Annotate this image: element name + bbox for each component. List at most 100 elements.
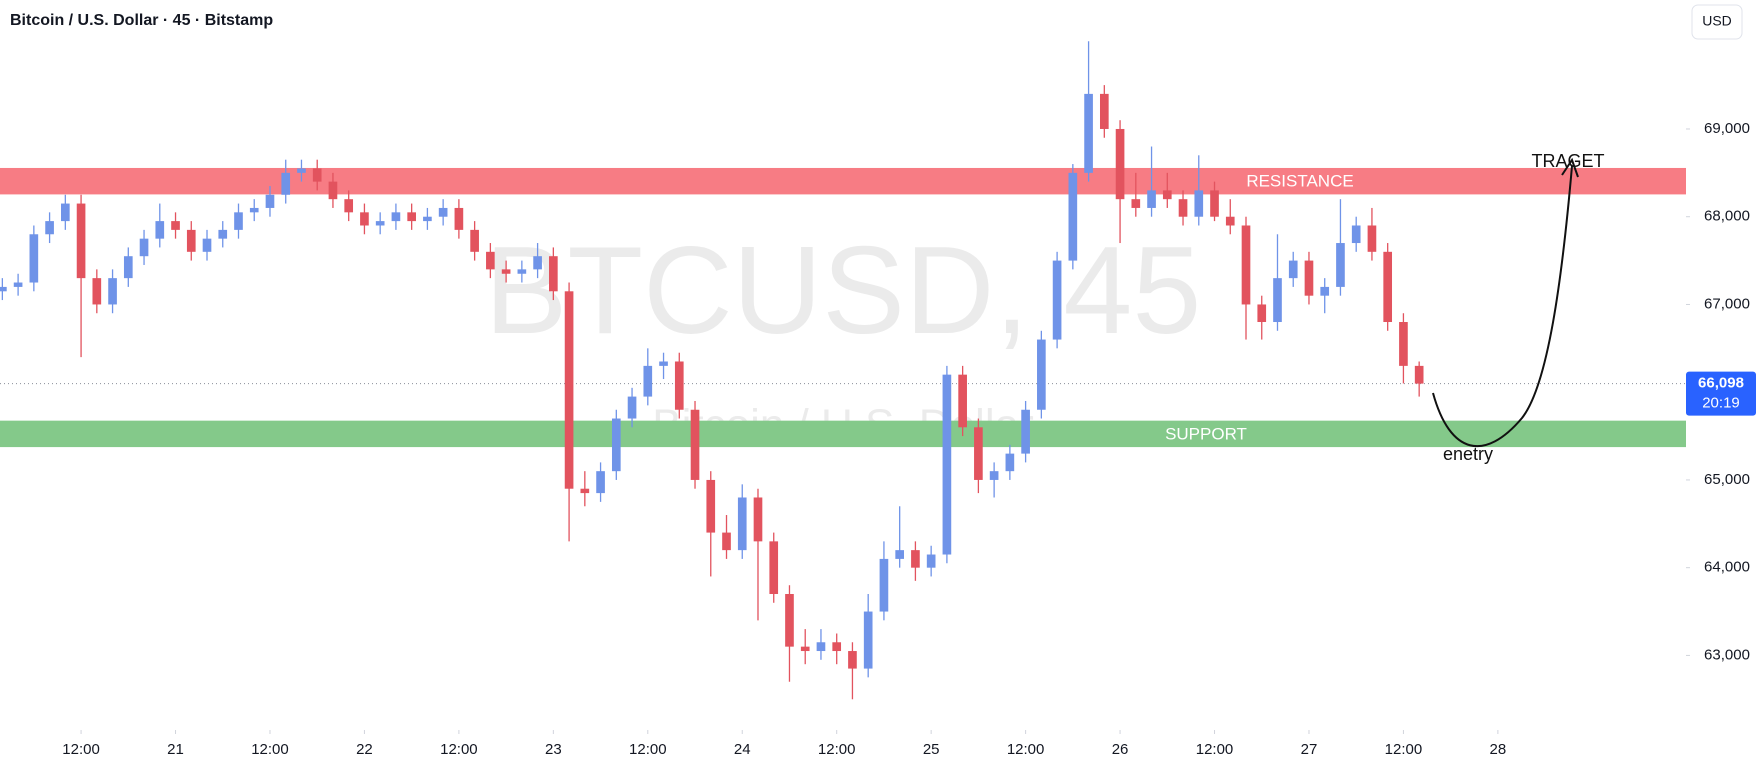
candle-body <box>895 550 905 559</box>
candle-body <box>1052 260 1062 340</box>
projection-arrow <box>1432 165 1573 447</box>
y-tick-label: 65,000 <box>1704 471 1750 488</box>
zone <box>0 420 1687 448</box>
candle-body <box>92 278 102 305</box>
y-tick-label: 69,000 <box>1704 120 1750 137</box>
candle-body <box>1068 172 1078 261</box>
x-tick-label: 23 <box>545 741 562 758</box>
candle-body <box>108 278 117 305</box>
candle-body <box>1320 286 1330 296</box>
candle-body <box>375 221 385 226</box>
candle-body <box>486 251 495 270</box>
candle-body <box>737 497 747 551</box>
x-tick-label: 21 <box>167 741 184 758</box>
candle-body <box>942 374 952 555</box>
x-tick-label: 22 <box>356 741 373 758</box>
candle-body <box>1147 190 1156 208</box>
candle-body <box>454 207 464 230</box>
candle-body <box>1288 260 1298 279</box>
currency[interactable]: USD <box>1702 13 1732 29</box>
zone-label: RESISTANCE <box>1246 172 1353 191</box>
candle-body <box>611 418 621 472</box>
candle-body <box>1084 93 1093 173</box>
candle-body <box>76 203 86 279</box>
candle-body <box>863 611 873 669</box>
candle-body <box>297 168 306 173</box>
arrow-head <box>1561 157 1579 178</box>
entry-label: enetry <box>1443 444 1493 464</box>
candle-body <box>1351 225 1361 244</box>
candle-body <box>155 221 165 239</box>
candle-body <box>29 234 39 283</box>
candle-body <box>1225 216 1235 226</box>
candle-body <box>249 207 259 213</box>
candle-body <box>1273 278 1282 323</box>
candle-body <box>1021 409 1030 454</box>
candle-body <box>722 532 731 551</box>
candle-body <box>1131 199 1141 208</box>
zones: RESISTANCE SUPPORT <box>0 167 1687 448</box>
candle-body <box>265 194 275 208</box>
zone-label: SUPPORT <box>1165 424 1247 443</box>
candle-body <box>218 229 228 239</box>
last-price-label: 66,098 <box>1698 375 1744 392</box>
candle-body <box>1115 128 1125 200</box>
candle-body <box>848 651 857 669</box>
candle-body <box>1178 199 1188 217</box>
x-tick-label: 28 <box>1490 741 1507 758</box>
candle-body <box>1241 225 1251 305</box>
axes: 63,00064,00065,00066,00067,00068,00069,0… <box>62 44 1763 758</box>
x-tick-label: 12:00 <box>1007 741 1045 758</box>
candle-body <box>501 269 511 274</box>
candle-body <box>690 409 700 480</box>
candle-body <box>958 374 967 428</box>
y-tick-label: 68,000 <box>1704 208 1750 225</box>
candle-body <box>1399 322 1408 366</box>
x-tick-label: 27 <box>1301 741 1318 758</box>
candle-body <box>564 291 574 489</box>
candle-body <box>438 207 448 217</box>
candle-body <box>674 361 684 410</box>
countdown: 20:19 <box>1702 395 1740 412</box>
candle-body <box>1257 304 1267 323</box>
candle-body <box>470 229 479 252</box>
candle-body <box>45 221 54 235</box>
candle-body <box>1005 453 1015 472</box>
candle-body <box>879 558 889 612</box>
x-tick-label: 12:00 <box>440 741 478 758</box>
chart-title: Bitcoin / U.S. Dollar · 45 · Bitstamp <box>10 12 273 29</box>
target-label: TRAGET <box>1531 151 1604 171</box>
x-tick-label: 12:00 <box>1385 741 1423 758</box>
candle-body <box>517 269 527 274</box>
zone <box>0 167 1687 195</box>
candle-body <box>1099 93 1109 129</box>
candle-body <box>580 488 590 494</box>
candle-body <box>423 216 432 222</box>
candle-body <box>139 238 149 257</box>
candle-body <box>706 479 716 533</box>
candle-body <box>13 282 23 287</box>
candles <box>0 41 1424 700</box>
y-tick-label: 67,000 <box>1704 295 1750 312</box>
candle-body <box>202 238 212 252</box>
candle-body <box>186 229 196 252</box>
x-tick-label: 12:00 <box>251 741 289 758</box>
candle-body <box>61 203 70 222</box>
candle-body <box>344 199 354 213</box>
candle-body <box>1194 190 1204 217</box>
x-tick-label: 25 <box>923 741 940 758</box>
candle-body <box>1037 339 1046 410</box>
candle-body <box>911 550 920 568</box>
y-tick-label: 63,000 <box>1704 646 1750 663</box>
candle-body <box>785 594 794 647</box>
watermark: BTCUSD, 45 <box>485 222 1202 360</box>
x-tick-label: 26 <box>1112 741 1129 758</box>
candle-body <box>816 642 826 652</box>
candle-body <box>1210 190 1219 217</box>
candle-body <box>1162 190 1172 200</box>
candle-body <box>800 646 810 652</box>
currency-box[interactable] <box>1691 4 1743 40</box>
y-tick-label: 64,000 <box>1704 559 1750 576</box>
